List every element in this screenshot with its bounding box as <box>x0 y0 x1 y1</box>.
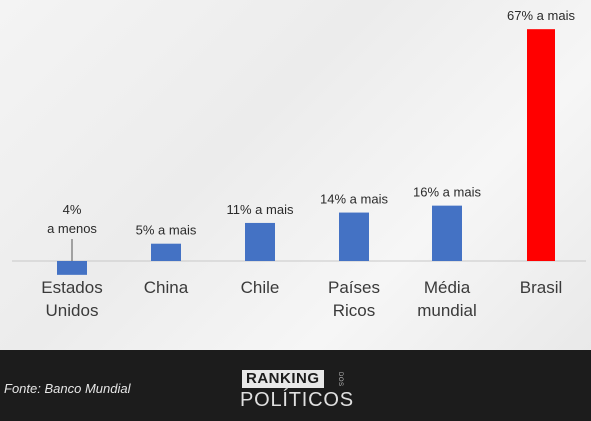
bar-4 <box>432 205 462 261</box>
bar-3 <box>339 212 369 261</box>
bar-5 <box>527 29 555 262</box>
data-label-1-0: 5% a mais <box>136 223 197 238</box>
footer-bar: Fonte: Banco Mundial RANKING DOS POLÍTIC… <box>0 350 591 421</box>
chart-panel: 4% a menos Estados Unidos 5% a mais China 11% … <box>0 0 591 350</box>
data-label-3-0: 14% a mais <box>320 192 388 207</box>
data-label-0-0: 4% <box>63 202 82 217</box>
category-label-4-1: mundial <box>417 301 477 320</box>
data-label-4-0: 16% a mais <box>413 185 481 200</box>
logo-dos-text: DOS <box>337 372 343 387</box>
category-label-0-1: Unidos <box>46 301 99 320</box>
category-label-5-0: Brasil <box>520 278 563 297</box>
logo-ranking-text: RANKING <box>242 370 324 388</box>
ranking-dos-politicos-logo: RANKING DOS POLÍTICOS <box>240 370 360 414</box>
category-label-0-0: Estados <box>41 278 102 297</box>
category-label-3-0: Países <box>328 278 380 297</box>
category-label-1-0: China <box>144 278 189 297</box>
category-label-2-0: Chile <box>241 278 280 297</box>
bar-chart: 4% a menos Estados Unidos 5% a mais China 11% … <box>12 8 586 320</box>
bar-2 <box>245 222 275 261</box>
logo-politicos-text: POLÍTICOS <box>240 389 354 411</box>
data-label-5-0: 67% a mais <box>507 8 575 23</box>
bar-0 <box>57 261 87 275</box>
data-label-2-0: 11% a mais <box>227 202 294 217</box>
source-credit: Fonte: Banco Mundial <box>4 381 131 396</box>
category-label-4-0: Média <box>424 278 471 297</box>
category-label-3-1: Ricos <box>333 301 376 320</box>
data-label-0-1: a menos <box>47 221 97 236</box>
bar-1 <box>151 243 181 261</box>
